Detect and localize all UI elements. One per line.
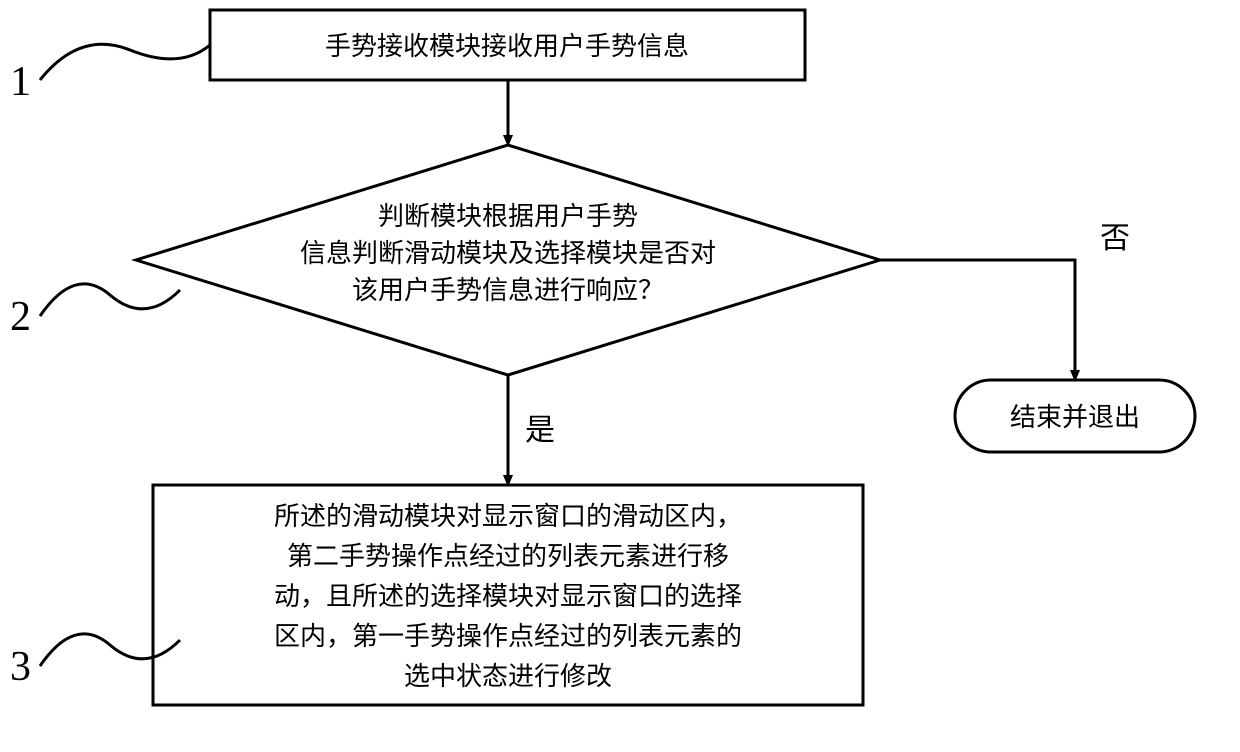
- process-node-3-line2: 第二手势操作点经过的列表元素进行移: [287, 542, 729, 571]
- step-label-1: 1: [10, 59, 31, 105]
- edge-3: [880, 260, 1075, 380]
- flowchart-canvas: 手势接收模块接收用户手势信息 判断模块根据用户手势 信息判断滑动模块及选择模块是…: [0, 0, 1240, 752]
- decision-node-2-line1: 判断模块根据用户手势: [378, 202, 638, 231]
- step-label-3: 3: [10, 644, 31, 690]
- step-connector-2: [40, 284, 180, 316]
- terminator-text: 结束并退出: [1010, 403, 1140, 432]
- decision-node-2-line2: 信息判断滑动模块及选择模块是否对: [300, 239, 716, 268]
- process-node-1-text: 手势接收模块接收用户手势信息: [325, 32, 689, 61]
- decision-node-2: 判断模块根据用户手势 信息判断滑动模块及选择模块是否对 该用户手势信息进行响应？: [136, 145, 880, 375]
- edge-2-label: 是: [525, 414, 555, 447]
- decision-node-2-line3: 该用户手势信息进行响应？: [352, 276, 664, 305]
- process-node-3: 所述的滑动模块对显示窗口的滑动区内， 第二手势操作点经过的列表元素进行移 动，且…: [153, 485, 863, 705]
- step-connector-1: [40, 44, 210, 80]
- process-node-3-line3: 动，且所述的选择模块对显示窗口的选择: [274, 582, 742, 611]
- edge-3-label: 否: [1100, 222, 1130, 255]
- process-node-3-line5: 选中状态进行修改: [404, 662, 612, 691]
- terminator-node: 结束并退出: [955, 380, 1195, 452]
- step-label-2: 2: [10, 294, 31, 340]
- step-labels-group: 1 2 3: [10, 44, 210, 690]
- process-node-3-line1: 所述的滑动模块对显示窗口的滑动区内，: [274, 502, 742, 531]
- step-connector-3: [40, 634, 180, 666]
- process-node-3-line4: 区内，第一手势操作点经过的列表元素的: [274, 622, 742, 651]
- process-node-1: 手势接收模块接收用户手势信息: [210, 10, 805, 80]
